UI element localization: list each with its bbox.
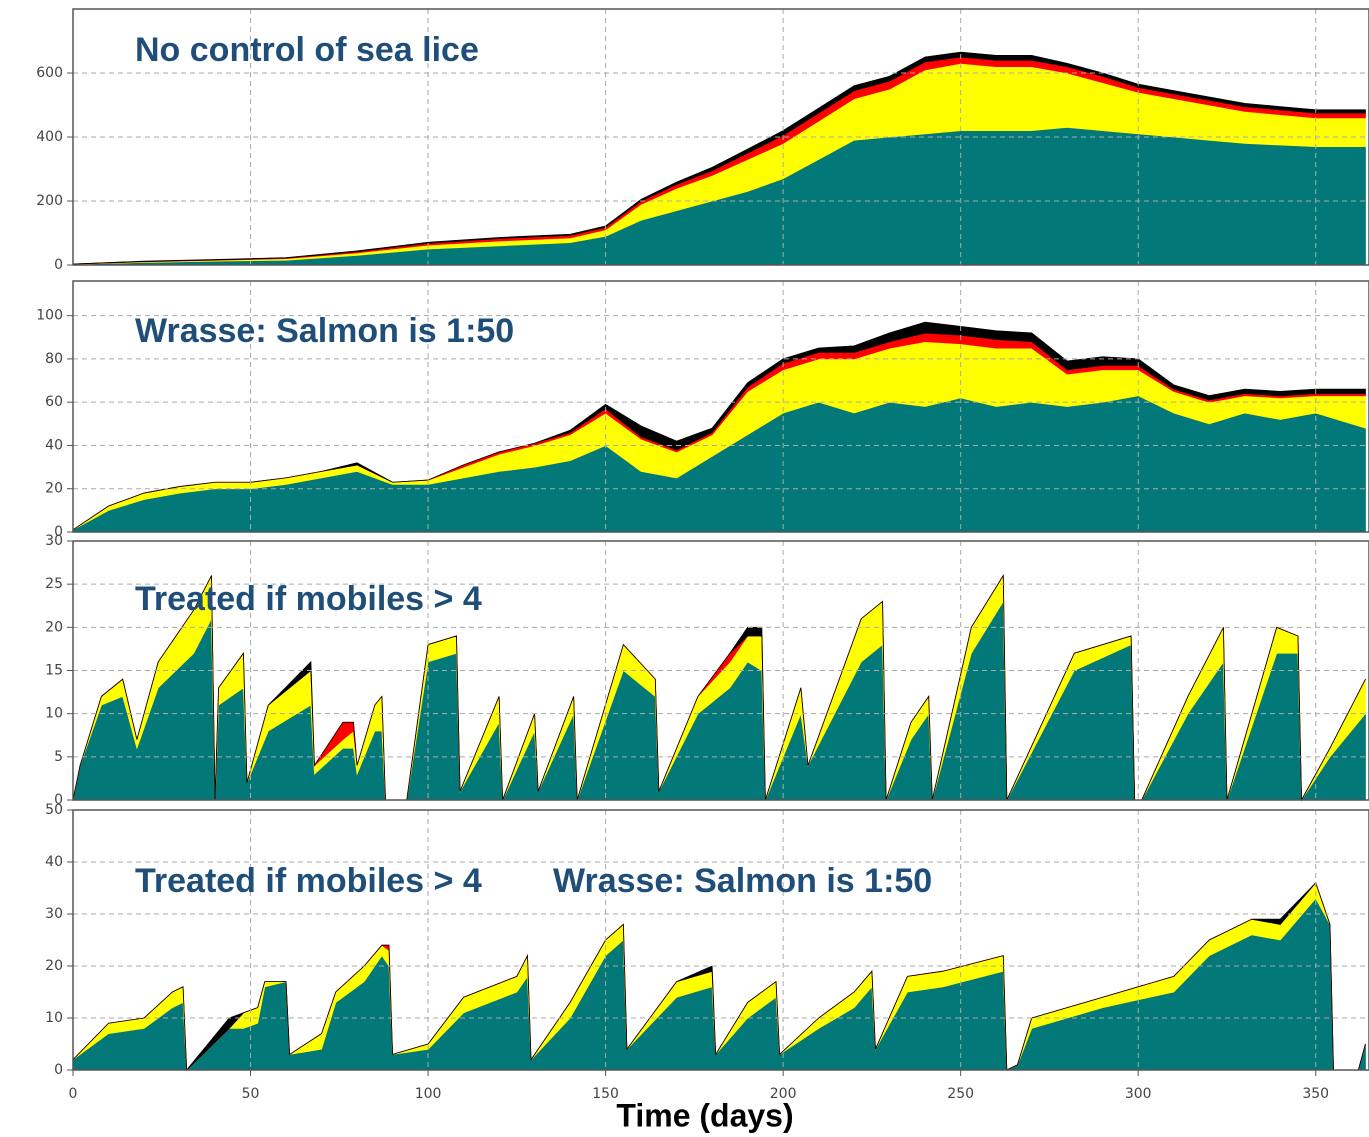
- y-tick-label: 60: [45, 394, 63, 410]
- annotation: Treated if mobiles > 4: [135, 580, 482, 618]
- y-tick-label: 10: [45, 706, 63, 722]
- area: [72, 600, 1366, 802]
- plot-frame: [72, 8, 1369, 266]
- x-tick-label: 100: [415, 1086, 442, 1102]
- y-tick-label: 25: [45, 576, 63, 592]
- y-tick-label: 20: [45, 958, 63, 974]
- y-tick-label: 10: [45, 1010, 63, 1026]
- area: [72, 321, 1366, 531]
- y-tick-label: 50: [45, 802, 63, 818]
- plot-frame: [72, 540, 1369, 801]
- x-tick-label: 300: [1125, 1086, 1152, 1102]
- y-tick-label: 0: [54, 1062, 63, 1078]
- x-tick-label: 200: [770, 1086, 797, 1102]
- y-tick-label: 30: [45, 906, 63, 922]
- y-tick-label: 80: [45, 351, 63, 367]
- annotation: Treated if mobiles > 4: [135, 862, 482, 900]
- y-tick-label: 600: [36, 65, 63, 81]
- x-tick-label: 150: [592, 1086, 619, 1102]
- y-tick-label: 40: [45, 854, 63, 870]
- plot-frame: [72, 280, 1369, 533]
- y-tick-label: 100: [36, 308, 63, 324]
- y-tick-label: 20: [45, 619, 63, 635]
- y-tick-label: 0: [54, 257, 63, 273]
- y-tick-label: 15: [45, 663, 63, 679]
- plot-frame: [72, 809, 1369, 1071]
- area: [72, 51, 1366, 265]
- x-tick-label: 50: [242, 1086, 260, 1102]
- y-tick-label: 0: [54, 792, 63, 808]
- y-tick-label: 20: [45, 481, 63, 497]
- annotation: Wrasse: Salmon is 1:50: [135, 312, 514, 350]
- y-tick-label: 40: [45, 437, 63, 453]
- x-tick-label: 250: [947, 1086, 974, 1102]
- y-tick-label: 30: [45, 533, 63, 549]
- y-tick-label: 0: [54, 524, 63, 540]
- y-tick-label: 200: [36, 193, 63, 209]
- annotation: No control of sea lice: [135, 31, 479, 69]
- x-tick-label: 350: [1302, 1086, 1329, 1102]
- area: [72, 395, 1366, 533]
- y-tick-label: 400: [36, 129, 63, 145]
- x-tick-label: 0: [69, 1086, 78, 1102]
- annotation: Wrasse: Salmon is 1:50: [553, 862, 932, 900]
- x-axis-label: Time (days): [616, 1097, 793, 1133]
- y-tick-label: 5: [54, 749, 63, 765]
